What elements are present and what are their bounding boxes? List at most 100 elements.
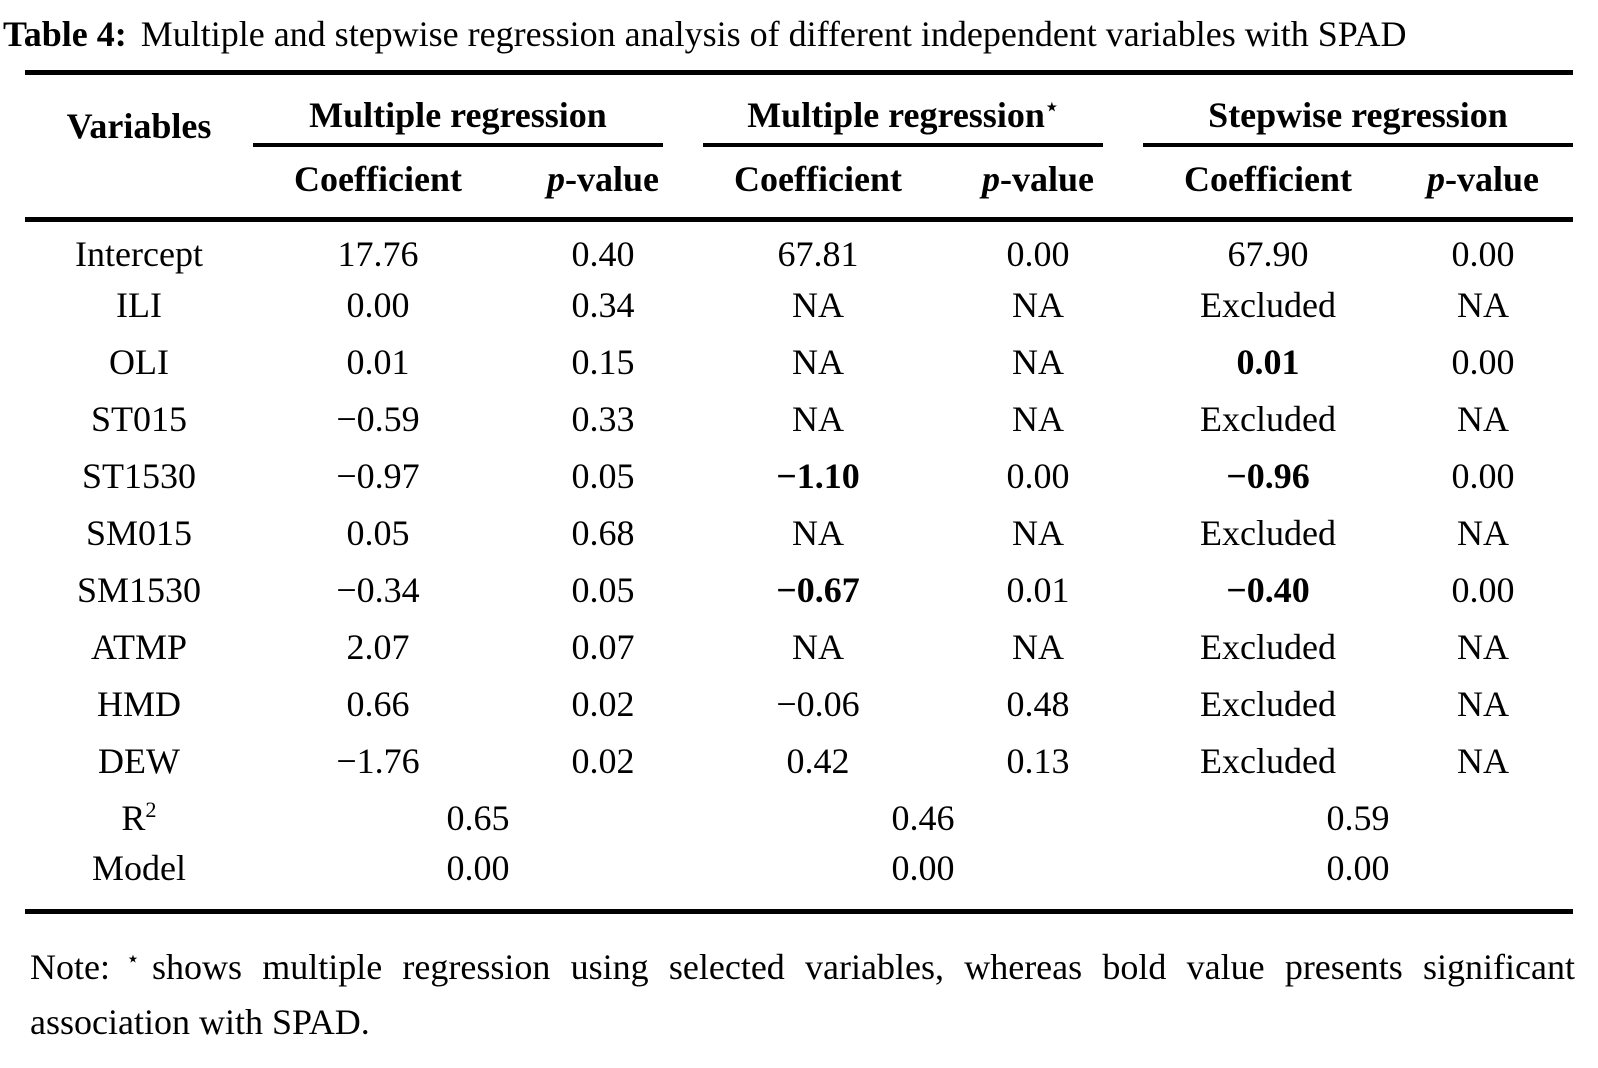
cell-value: NA [792, 627, 844, 667]
cell-value: Excluded [1200, 741, 1336, 781]
cell-value: −0.40 [1226, 570, 1310, 610]
cell-value: 0.02 [571, 684, 635, 724]
sub-header-row: Coefficient p-value Coefficient p-value … [25, 147, 1573, 220]
table-row: Intercept 17.76 0.40 67.81 0.00 67.90 0.… [25, 220, 1573, 277]
cell-value: 0.00 [1451, 234, 1515, 275]
cell-value-span: 0.59 [1326, 798, 1390, 838]
cell-value: NA [1457, 684, 1509, 724]
row-label: ATMP [90, 627, 188, 667]
p-symbol: p [1427, 158, 1445, 199]
column-header-pvalue-1: p-value [503, 147, 703, 220]
cell-value: 0.05 [346, 513, 410, 553]
table-row: SM1530 −0.34 0.05 −0.67 0.01 −0.40 0.00 [25, 562, 1573, 619]
table-row: ILI 0.00 0.34 NA NA Excluded NA [25, 277, 1573, 334]
table-row: SM015 0.05 0.68 NA NA Excluded NA [25, 505, 1573, 562]
row-label: SM015 [85, 513, 193, 553]
caption-label: Table 4: [3, 14, 127, 54]
note-label: Note: [30, 946, 110, 987]
row-label: R2 [121, 797, 157, 838]
row-label: SM1530 [76, 570, 202, 610]
table-summary-row: R2 0.65 0.46 0.59 [25, 790, 1573, 847]
cell-value: −0.97 [336, 456, 420, 496]
table-row: ST015 −0.59 0.33 NA NA Excluded NA [25, 391, 1573, 448]
row-label: DEW [98, 741, 180, 781]
cell-value: 0.00 [1451, 570, 1515, 610]
cell-value: 0.13 [1006, 741, 1070, 781]
cell-value: 0.07 [571, 627, 635, 667]
column-header-variables: Variables [66, 105, 212, 146]
group-header-rule: Stepwise regression [1143, 94, 1573, 147]
cell-value: 67.90 [1227, 234, 1309, 275]
cell-value: NA [1457, 285, 1509, 325]
cell-value-span: 0.00 [446, 847, 510, 888]
cell-value: NA [1457, 399, 1509, 439]
row-label: Model [92, 847, 186, 888]
cell-value: −0.96 [1226, 456, 1310, 496]
regression-table: Variables Multiple regression Multiple r… [25, 70, 1573, 914]
table-row: ST1530 −0.97 0.05 −1.10 0.00 −0.96 0.00 [25, 448, 1573, 505]
group-header-rule: Multiple regression⋆ [703, 94, 1103, 147]
cell-value: −0.34 [336, 570, 420, 610]
star-superscript: ⋆ [1044, 93, 1059, 120]
group-header-multiple-regression: Multiple regression [253, 73, 703, 147]
table-header: Variables Multiple regression Multiple r… [25, 73, 1573, 220]
cell-value: NA [1012, 399, 1064, 439]
table-caption: Table 4: Multiple and stepwise regression… [3, 10, 1573, 58]
cell-value: NA [1012, 513, 1064, 553]
row-label: ILI [116, 285, 162, 325]
group-header-label: Multiple regression [747, 94, 1045, 135]
group-header-row: Variables Multiple regression Multiple r… [25, 73, 1573, 147]
cell-value: 0.00 [1451, 342, 1515, 382]
cell-value-span: 0.46 [891, 798, 955, 838]
cell-value: NA [1457, 741, 1509, 781]
group-header-rule: Multiple regression [253, 94, 663, 147]
cell-value: NA [1457, 627, 1509, 667]
p-suffix: -value [565, 158, 659, 199]
p-suffix: -value [1445, 158, 1539, 199]
column-header-coefficient-1: Coefficient [294, 158, 462, 199]
row-label: ST1530 [81, 456, 196, 496]
cell-value: NA [1457, 513, 1509, 553]
cell-value: −1.76 [336, 741, 420, 781]
cell-value: −1.10 [776, 456, 860, 496]
note-star-icon: ⋆ [125, 945, 140, 972]
cell-value: −0.67 [776, 570, 860, 610]
table-note: Note: ⋆ shows multiple regression using se… [30, 940, 1575, 1050]
cell-value: 2.07 [346, 627, 410, 667]
row-label: Intercept [75, 234, 203, 275]
p-symbol: p [982, 158, 1000, 199]
table-body: Intercept 17.76 0.40 67.81 0.00 67.90 0.… [25, 220, 1573, 911]
cell-value: 0.05 [571, 570, 635, 610]
column-header-pvalue-3: p-value [1393, 147, 1573, 220]
row-label: ST015 [90, 399, 187, 439]
group-header-stepwise-regression: Stepwise regression [1143, 73, 1573, 147]
group-header-multiple-regression-selected: Multiple regression⋆ [703, 73, 1143, 147]
cell-value: 0.48 [1006, 684, 1070, 724]
cell-value: Excluded [1200, 285, 1336, 325]
cell-value: 0.01 [1236, 342, 1300, 382]
empty-header-cell [25, 147, 253, 220]
caption-text: Multiple and stepwise regression analysi… [140, 14, 1407, 54]
cell-value: Excluded [1200, 684, 1336, 724]
table-row: HMD 0.66 0.02 −0.06 0.48 Excluded NA [25, 676, 1573, 733]
cell-value: 0.00 [1006, 456, 1070, 496]
cell-value: 0.01 [346, 342, 410, 382]
cell-value: NA [1012, 285, 1064, 325]
table-row: OLI 0.01 0.15 NA NA 0.01 0.00 [25, 334, 1573, 391]
column-header-coefficient-3: Coefficient [1184, 158, 1352, 199]
table-row: DEW −1.76 0.02 0.42 0.13 Excluded NA [25, 733, 1573, 790]
cell-value: NA [792, 513, 844, 553]
cell-value: 0.02 [571, 741, 635, 781]
row-label: HMD [96, 684, 181, 724]
cell-value-span: 0.00 [891, 847, 955, 888]
cell-value: NA [792, 342, 844, 382]
cell-value: 0.05 [571, 456, 635, 496]
column-header-pvalue-2: p-value [933, 147, 1143, 220]
cell-value: 0.33 [571, 399, 635, 439]
cell-value-span: 0.65 [446, 798, 510, 838]
cell-value: Excluded [1200, 399, 1336, 439]
cell-value: NA [792, 399, 844, 439]
cell-value: 17.76 [337, 234, 419, 275]
cell-value: NA [1012, 627, 1064, 667]
